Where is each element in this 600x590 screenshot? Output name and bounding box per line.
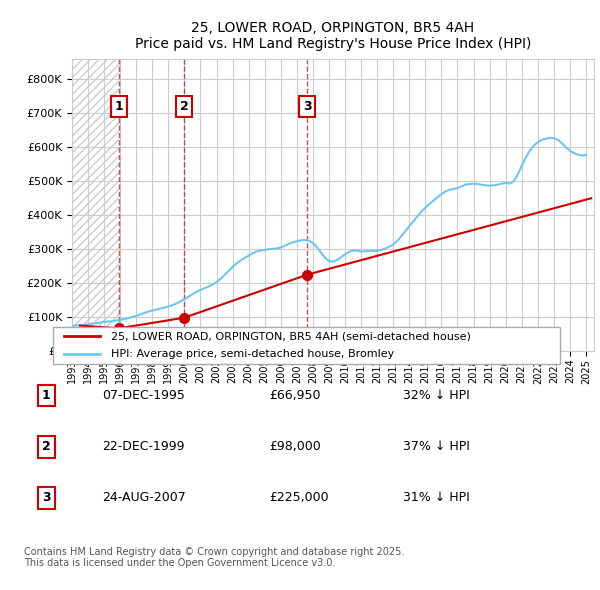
Text: 1: 1 [115, 100, 123, 113]
Text: £225,000: £225,000 [269, 491, 329, 504]
Text: £66,950: £66,950 [269, 389, 321, 402]
Text: 37% ↓ HPI: 37% ↓ HPI [403, 440, 470, 453]
FancyBboxPatch shape [53, 327, 560, 363]
Text: 2: 2 [179, 100, 188, 113]
Text: 2: 2 [42, 440, 50, 453]
Text: 32% ↓ HPI: 32% ↓ HPI [403, 389, 470, 402]
Text: 3: 3 [303, 100, 311, 113]
Text: HPI: Average price, semi-detached house, Bromley: HPI: Average price, semi-detached house,… [110, 349, 394, 359]
Text: 3: 3 [42, 491, 50, 504]
Title: 25, LOWER ROAD, ORPINGTON, BR5 4AH
Price paid vs. HM Land Registry's House Price: 25, LOWER ROAD, ORPINGTON, BR5 4AH Price… [135, 21, 531, 51]
Bar [72, 59, 119, 351]
Text: £98,000: £98,000 [269, 440, 321, 453]
Text: 07-DEC-1995: 07-DEC-1995 [102, 389, 185, 402]
Text: 24-AUG-2007: 24-AUG-2007 [102, 491, 186, 504]
Text: 22-DEC-1999: 22-DEC-1999 [102, 440, 185, 453]
Text: Contains HM Land Registry data © Crown copyright and database right 2025.
This d: Contains HM Land Registry data © Crown c… [24, 547, 404, 568]
Text: 25, LOWER ROAD, ORPINGTON, BR5 4AH (semi-detached house): 25, LOWER ROAD, ORPINGTON, BR5 4AH (semi… [110, 331, 470, 341]
Text: 1: 1 [42, 389, 50, 402]
Text: 31% ↓ HPI: 31% ↓ HPI [403, 491, 470, 504]
